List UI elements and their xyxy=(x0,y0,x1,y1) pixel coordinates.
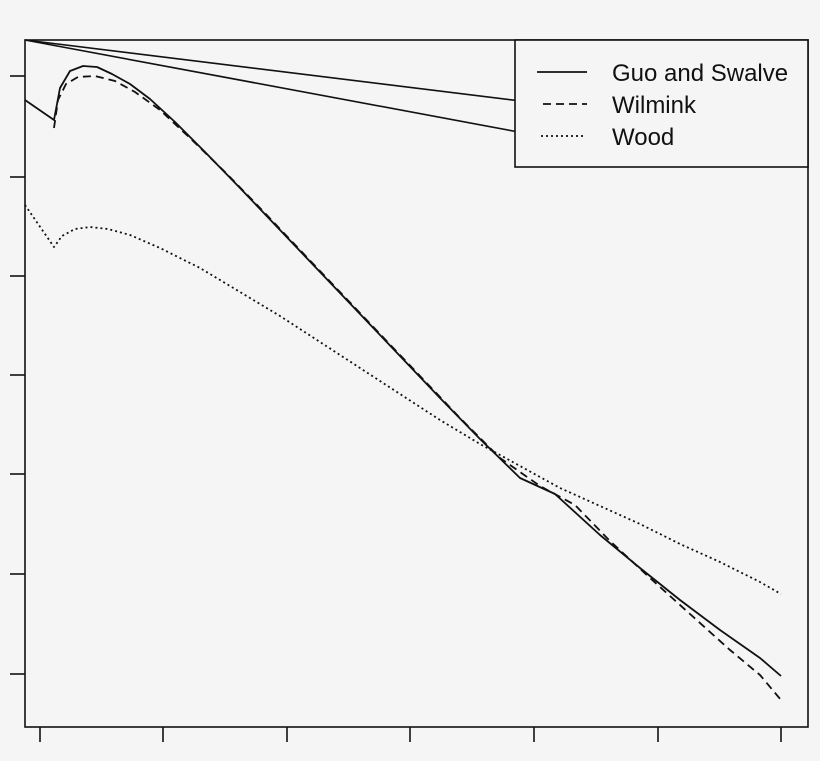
legend-label-wood: Wood xyxy=(612,124,674,151)
series-wood xyxy=(24,204,782,595)
y-axis-ticks xyxy=(10,75,25,675)
connector-line xyxy=(24,39,546,105)
legend-connector-lines xyxy=(24,39,546,137)
series-group xyxy=(24,65,782,701)
x-axis-ticks xyxy=(39,727,782,742)
legend-label-wilmink: Wilmink xyxy=(612,92,697,119)
series-wilmink xyxy=(53,75,782,701)
legend-label-guo-and-swalve: Guo and Swalve xyxy=(612,60,788,87)
plot-frame xyxy=(24,39,809,728)
connector-line xyxy=(24,39,541,137)
legend: Guo and Swalve Wilmink Wood xyxy=(514,39,809,168)
